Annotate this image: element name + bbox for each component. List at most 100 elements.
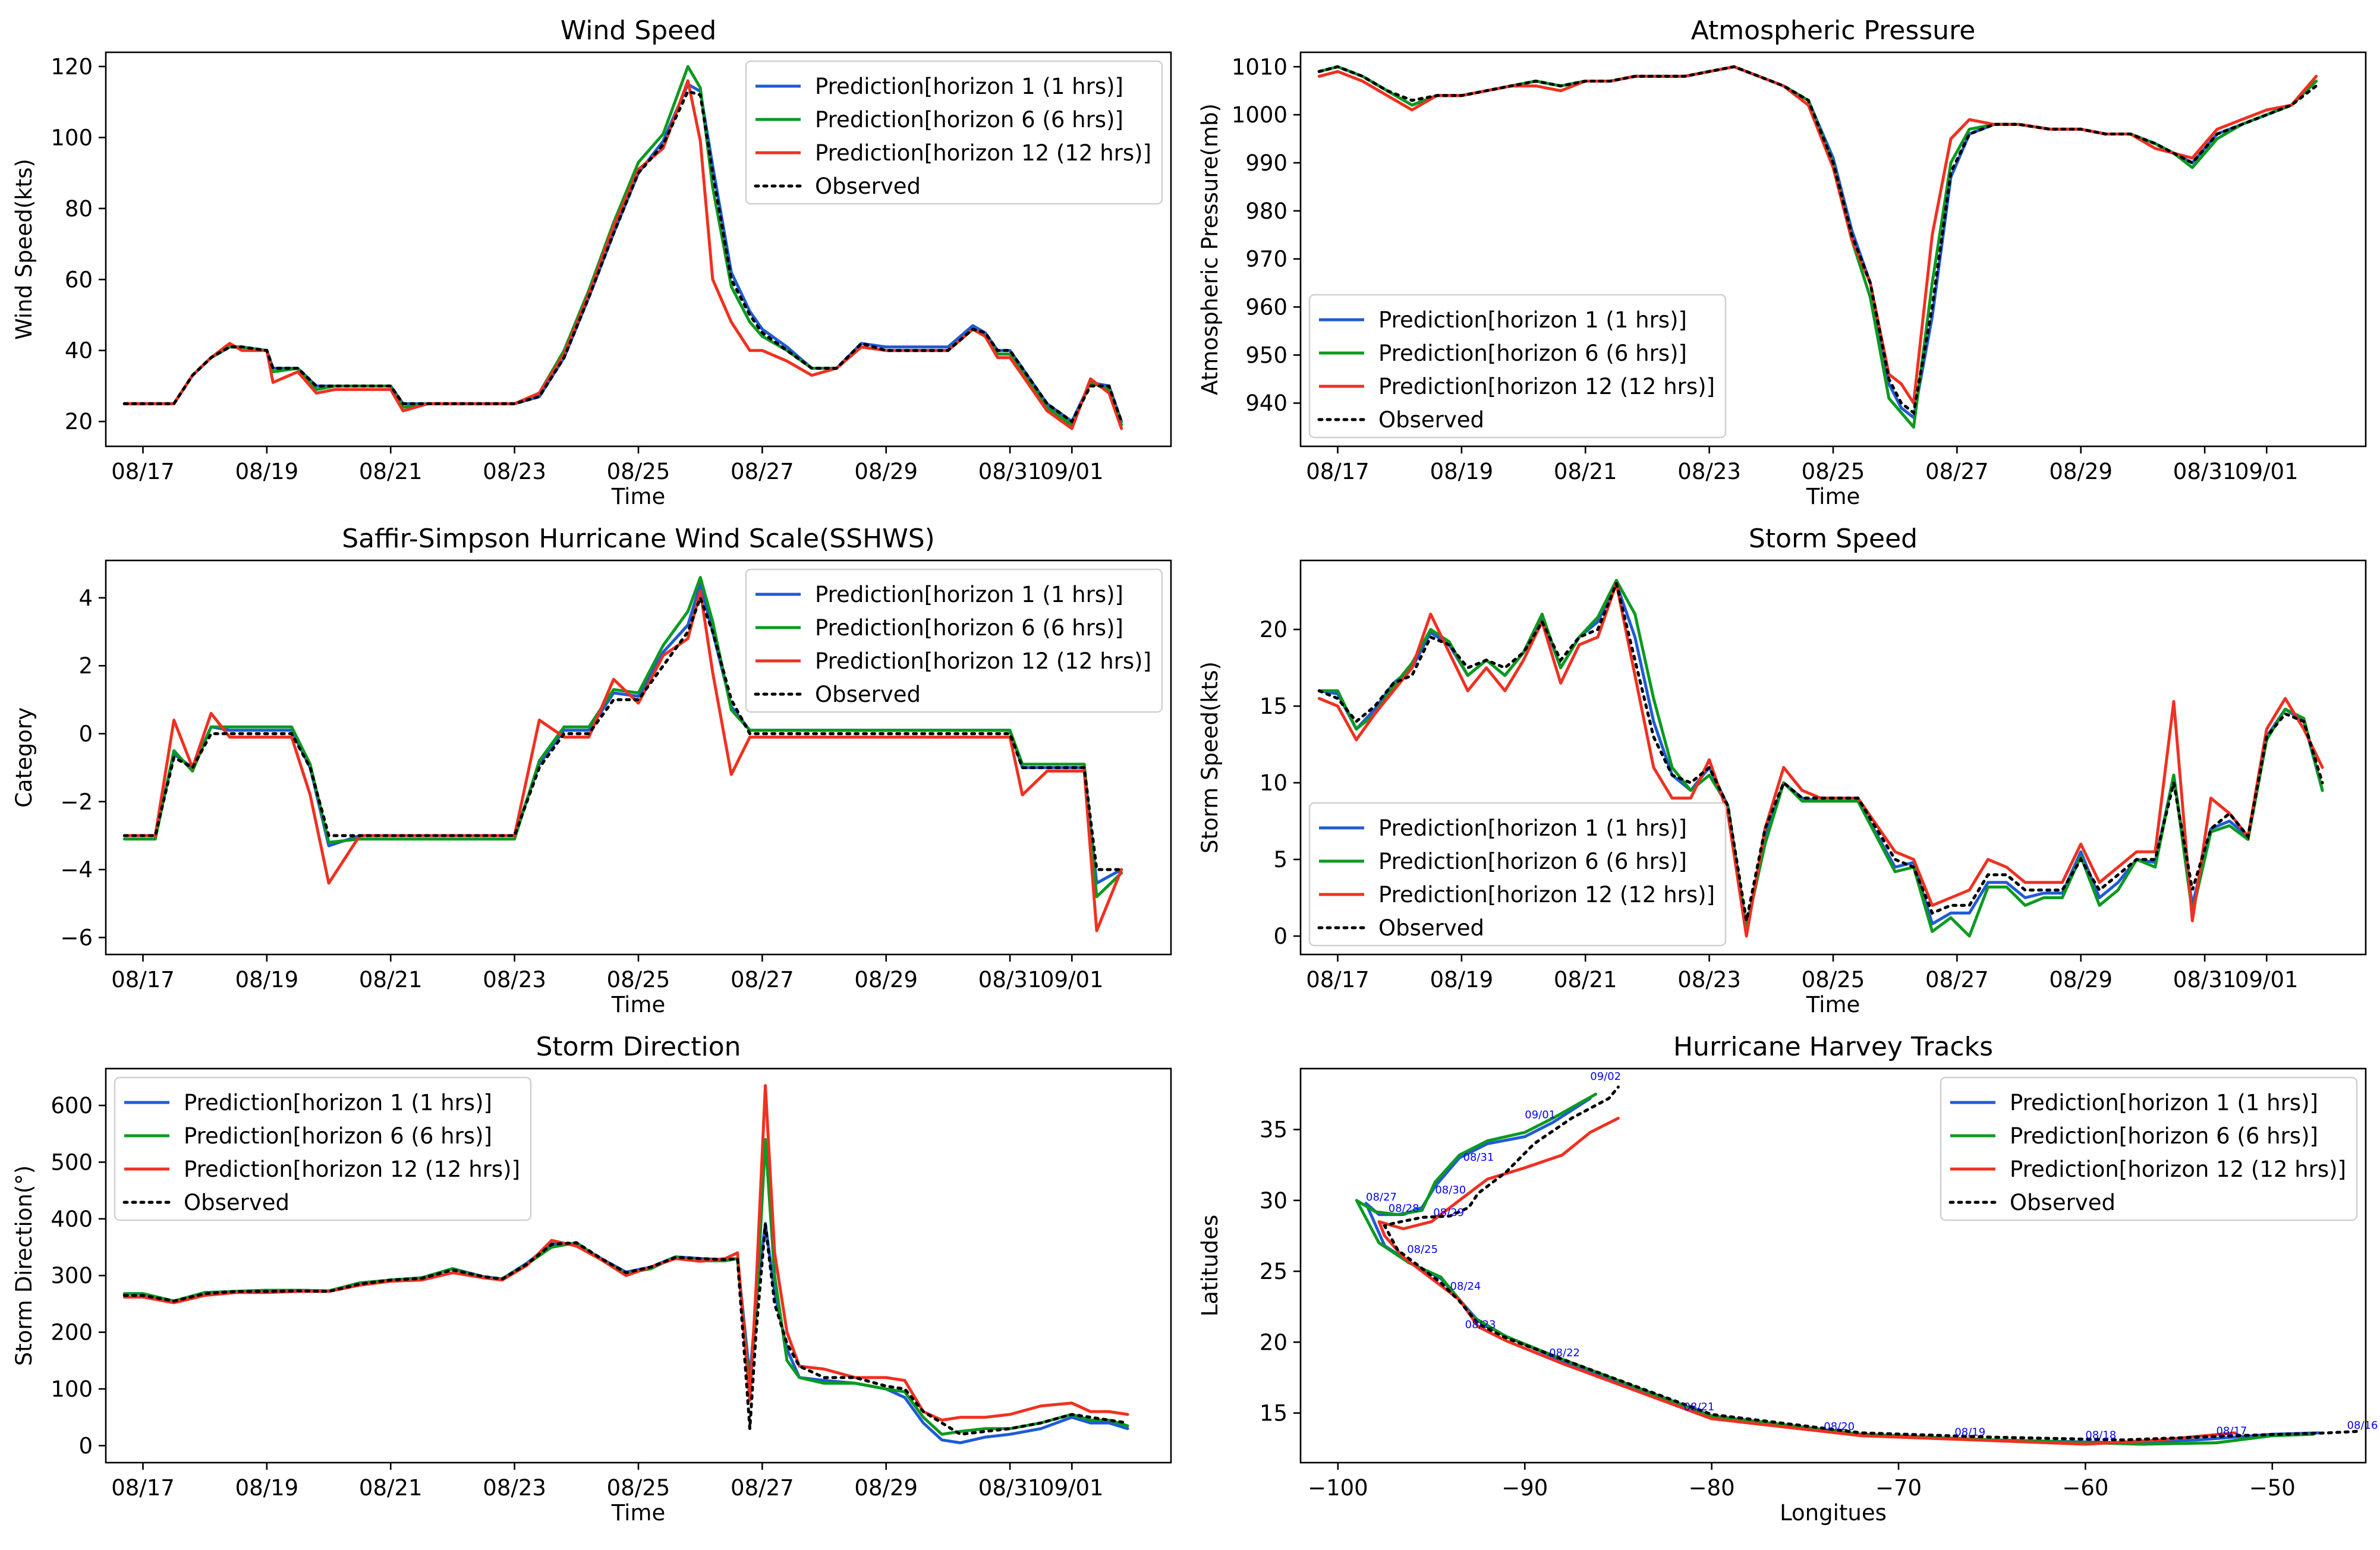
pressure-legend: Prediction[horizon 1 (1 hrs)] Prediction[…	[1308, 294, 1727, 439]
track-date-label: 08/22	[1549, 1347, 1580, 1359]
tracks-ytick-label: 35	[1260, 1117, 1287, 1143]
wind-ytick-label: 80	[65, 196, 93, 222]
legend-label: Prediction[horizon 1 (1 hrs)]	[815, 582, 1123, 607]
storm_speed-series-h12	[1317, 582, 2324, 938]
pressure-xlabel: Time	[1806, 484, 1860, 509]
pressure-ytick-label: 1010	[1232, 54, 1287, 80]
storm_speed-ytick-label: 15	[1260, 694, 1287, 719]
sshws-xtick-label: 08/19	[235, 967, 299, 993]
storm_speed-ylabel: Storm Speed(kts)	[1197, 661, 1223, 853]
sshws-xlabel: Time	[611, 992, 666, 1017]
legend-label: Observed	[1378, 915, 1484, 941]
legend-label: Observed	[815, 682, 921, 707]
track-date-label: 08/31	[1463, 1151, 1494, 1164]
direction-xtick-label: 08/31	[978, 1475, 1042, 1501]
tracks-xtick-label: −90	[1501, 1475, 1548, 1501]
track-date-label: 08/27	[1366, 1191, 1397, 1204]
pressure-xtick-label: 08/21	[1554, 459, 1617, 484]
wind-chart: Wind Speed Time Wind Speed(kts) 08/17 08/19 0…	[11, 15, 1172, 509]
legend-box	[1308, 802, 1727, 947]
wind-ytick-label: 120	[51, 54, 93, 80]
tracks-chart: Hurricane Harvey Tracks Longitues Latitude…	[1197, 1032, 2378, 1526]
sshws-ylabel: Category	[11, 707, 37, 808]
pressure-ylabel: Atmospheric Pressure(mb)	[1197, 103, 1223, 395]
pressure-series-observed	[1317, 65, 2318, 415]
tracks-xtick-label: −70	[1875, 1475, 1922, 1501]
direction-xlabel: Time	[611, 1500, 666, 1526]
pressure-ytick-label: 980	[1245, 199, 1287, 224]
tracks-title: Hurricane Harvey Tracks	[1673, 1032, 1993, 1062]
wind-xtick-label: 08/25	[607, 459, 670, 484]
track-date-label: 08/20	[1824, 1420, 1855, 1433]
legend-box	[1308, 294, 1727, 439]
storm_speed-xtick-label: 08/31	[2173, 967, 2237, 993]
track-date-label: 08/18	[2085, 1429, 2116, 1441]
direction-title: Storm Direction	[536, 1032, 741, 1062]
legend-label: Prediction[horizon 1 (1 hrs)]	[815, 74, 1123, 99]
wind-xlabel: Time	[611, 484, 666, 509]
legend-label: Observed	[184, 1190, 289, 1215]
direction-xtick-label: 08/23	[483, 1475, 546, 1501]
sshws-xtick-label: 08/21	[359, 967, 423, 993]
storm_speed-xtick-label: 08/17	[1306, 967, 1370, 993]
pressure-ytick-label: 990	[1245, 150, 1287, 176]
storm_speed-xtick-label: 09/01	[2235, 967, 2299, 993]
wind-ytick-label: 40	[65, 338, 93, 364]
legend-label: Prediction[horizon 12 (12 hrs)]	[815, 140, 1151, 166]
wind-ytick-label: 20	[65, 409, 93, 434]
track-date-label: 08/25	[1407, 1243, 1438, 1256]
direction-ytick-label: 500	[51, 1149, 93, 1175]
storm_speed-xtick-label: 08/21	[1554, 967, 1617, 993]
legend-label: Prediction[horizon 6 (6 hrs)]	[1378, 341, 1687, 366]
legend-label: Prediction[horizon 1 (1 hrs)]	[184, 1090, 492, 1116]
wind-ytick-label: 100	[51, 125, 93, 150]
wind-xtick-label: 09/01	[1040, 459, 1104, 484]
legend-label: Prediction[horizon 1 (1 hrs)]	[1378, 815, 1687, 841]
pressure-xtick-label: 08/27	[1925, 459, 1989, 484]
legend-box	[114, 1076, 532, 1221]
legend-label: Prediction[horizon 12 (12 hrs)]	[184, 1157, 520, 1182]
direction-xtick-label: 08/29	[854, 1475, 918, 1501]
pressure-ytick-label: 970	[1245, 247, 1287, 272]
direction-ylabel: Storm Direction(°)	[11, 1165, 37, 1366]
legend-label: Observed	[2010, 1190, 2115, 1215]
direction-ytick-label: 400	[51, 1206, 93, 1232]
storm_speed-chart: Storm Speed Time Storm Speed(kts) 08/17 08/1…	[1197, 524, 2367, 1017]
storm_speed-xtick-label: 08/19	[1430, 967, 1494, 993]
storm_speed-legend: Prediction[horizon 1 (1 hrs)] Prediction[…	[1308, 802, 1727, 947]
sshws-ytick-label: 4	[78, 585, 93, 611]
track-date-label: 08/28	[1389, 1202, 1419, 1215]
tracks-legend: Prediction[horizon 1 (1 hrs)] Prediction[…	[1940, 1076, 2358, 1221]
direction-series-h1	[122, 1221, 1129, 1445]
track-date-label: 08/30	[1435, 1184, 1466, 1196]
direction-legend: Prediction[horizon 1 (1 hrs)] Prediction[…	[114, 1076, 532, 1221]
sshws-ytick-label: −2	[60, 789, 93, 815]
wind-xtick-label: 08/23	[483, 459, 546, 484]
pressure-xtick-label: 08/31	[2173, 459, 2237, 484]
pressure-xtick-label: 08/29	[2049, 459, 2113, 484]
pressure-ytick-label: 1000	[1232, 102, 1287, 128]
sshws-ytick-label: −4	[60, 857, 93, 883]
track-date-label: 08/21	[1683, 1401, 1714, 1413]
sshws-series-observed	[122, 593, 1123, 871]
legend-box	[745, 568, 1163, 713]
legend-label: Observed	[815, 174, 921, 199]
track-date-label: 08/23	[1465, 1318, 1496, 1331]
pressure-xtick-label: 08/17	[1306, 459, 1370, 484]
legend-label: Prediction[horizon 6 (6 hrs)]	[815, 615, 1123, 641]
tracks-axes-frame	[1299, 1067, 2367, 1464]
storm_speed-xtick-label: 08/23	[1677, 967, 1741, 993]
track-date-label: 08/16	[2347, 1419, 2378, 1432]
pressure-chart: Atmospheric Pressure Time Atmospheric Pres…	[1197, 15, 2367, 509]
tracks-xtick-label: −80	[1689, 1475, 1735, 1501]
sshws-xtick-label: 08/27	[731, 967, 794, 993]
direction-xtick-label: 08/21	[359, 1475, 423, 1501]
pressure-xtick-label: 09/01	[2235, 459, 2299, 484]
pressure-xtick-label: 08/25	[1802, 459, 1865, 484]
tracks-ytick-label: 20	[1260, 1330, 1287, 1355]
wind-xtick-label: 08/17	[111, 459, 175, 484]
tracks-xtick-label: −50	[2249, 1475, 2296, 1501]
wind-axes-frame	[105, 51, 1172, 448]
direction-ytick-label: 0	[78, 1433, 93, 1458]
